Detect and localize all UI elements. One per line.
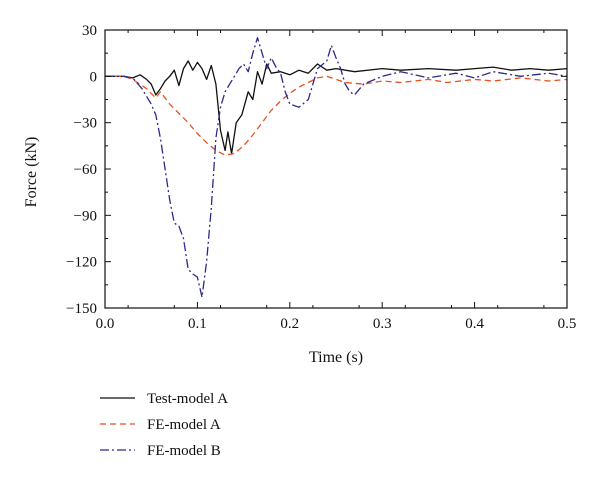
y-tick-label: −30 — [74, 116, 97, 132]
x-tick-label: 0.2 — [280, 316, 299, 332]
plot-lines — [105, 37, 568, 298]
y-tick-label: −120 — [66, 255, 97, 271]
y-tick-label: 0 — [90, 69, 98, 85]
y-tick-label: −150 — [66, 301, 97, 317]
x-tick-label: 0.4 — [465, 316, 484, 332]
axis-ticks — [104, 29, 568, 309]
x-tick-label: 0.3 — [373, 316, 392, 332]
legend-label-2: FE-model A — [147, 417, 221, 433]
y-tick-label: −90 — [74, 208, 97, 224]
y-tick-label: 30 — [82, 23, 97, 39]
y-tick-label: −60 — [74, 162, 97, 178]
legend-label-3: FE-model B — [147, 443, 221, 459]
x-tick-label: 0.1 — [188, 316, 207, 332]
tick-labels: 0.0 0.1 0.2 0.3 0.4 0.5 30 0 −30 −60 −90 −120 −150 — [66, 23, 576, 332]
series-line-2 — [105, 75, 568, 156]
series-line-3 — [105, 37, 568, 298]
x-tick-label: 0.5 — [558, 316, 577, 332]
x-tick-label: 0.0 — [96, 316, 115, 332]
legend: Test-model A FE-model A FE-model B — [100, 391, 228, 459]
y-axis-label: Force (kN) — [23, 137, 40, 208]
x-axis-label: Time (s) — [309, 349, 363, 366]
series-line-1 — [105, 60, 568, 155]
legend-label-1: Test-model A — [147, 391, 228, 407]
